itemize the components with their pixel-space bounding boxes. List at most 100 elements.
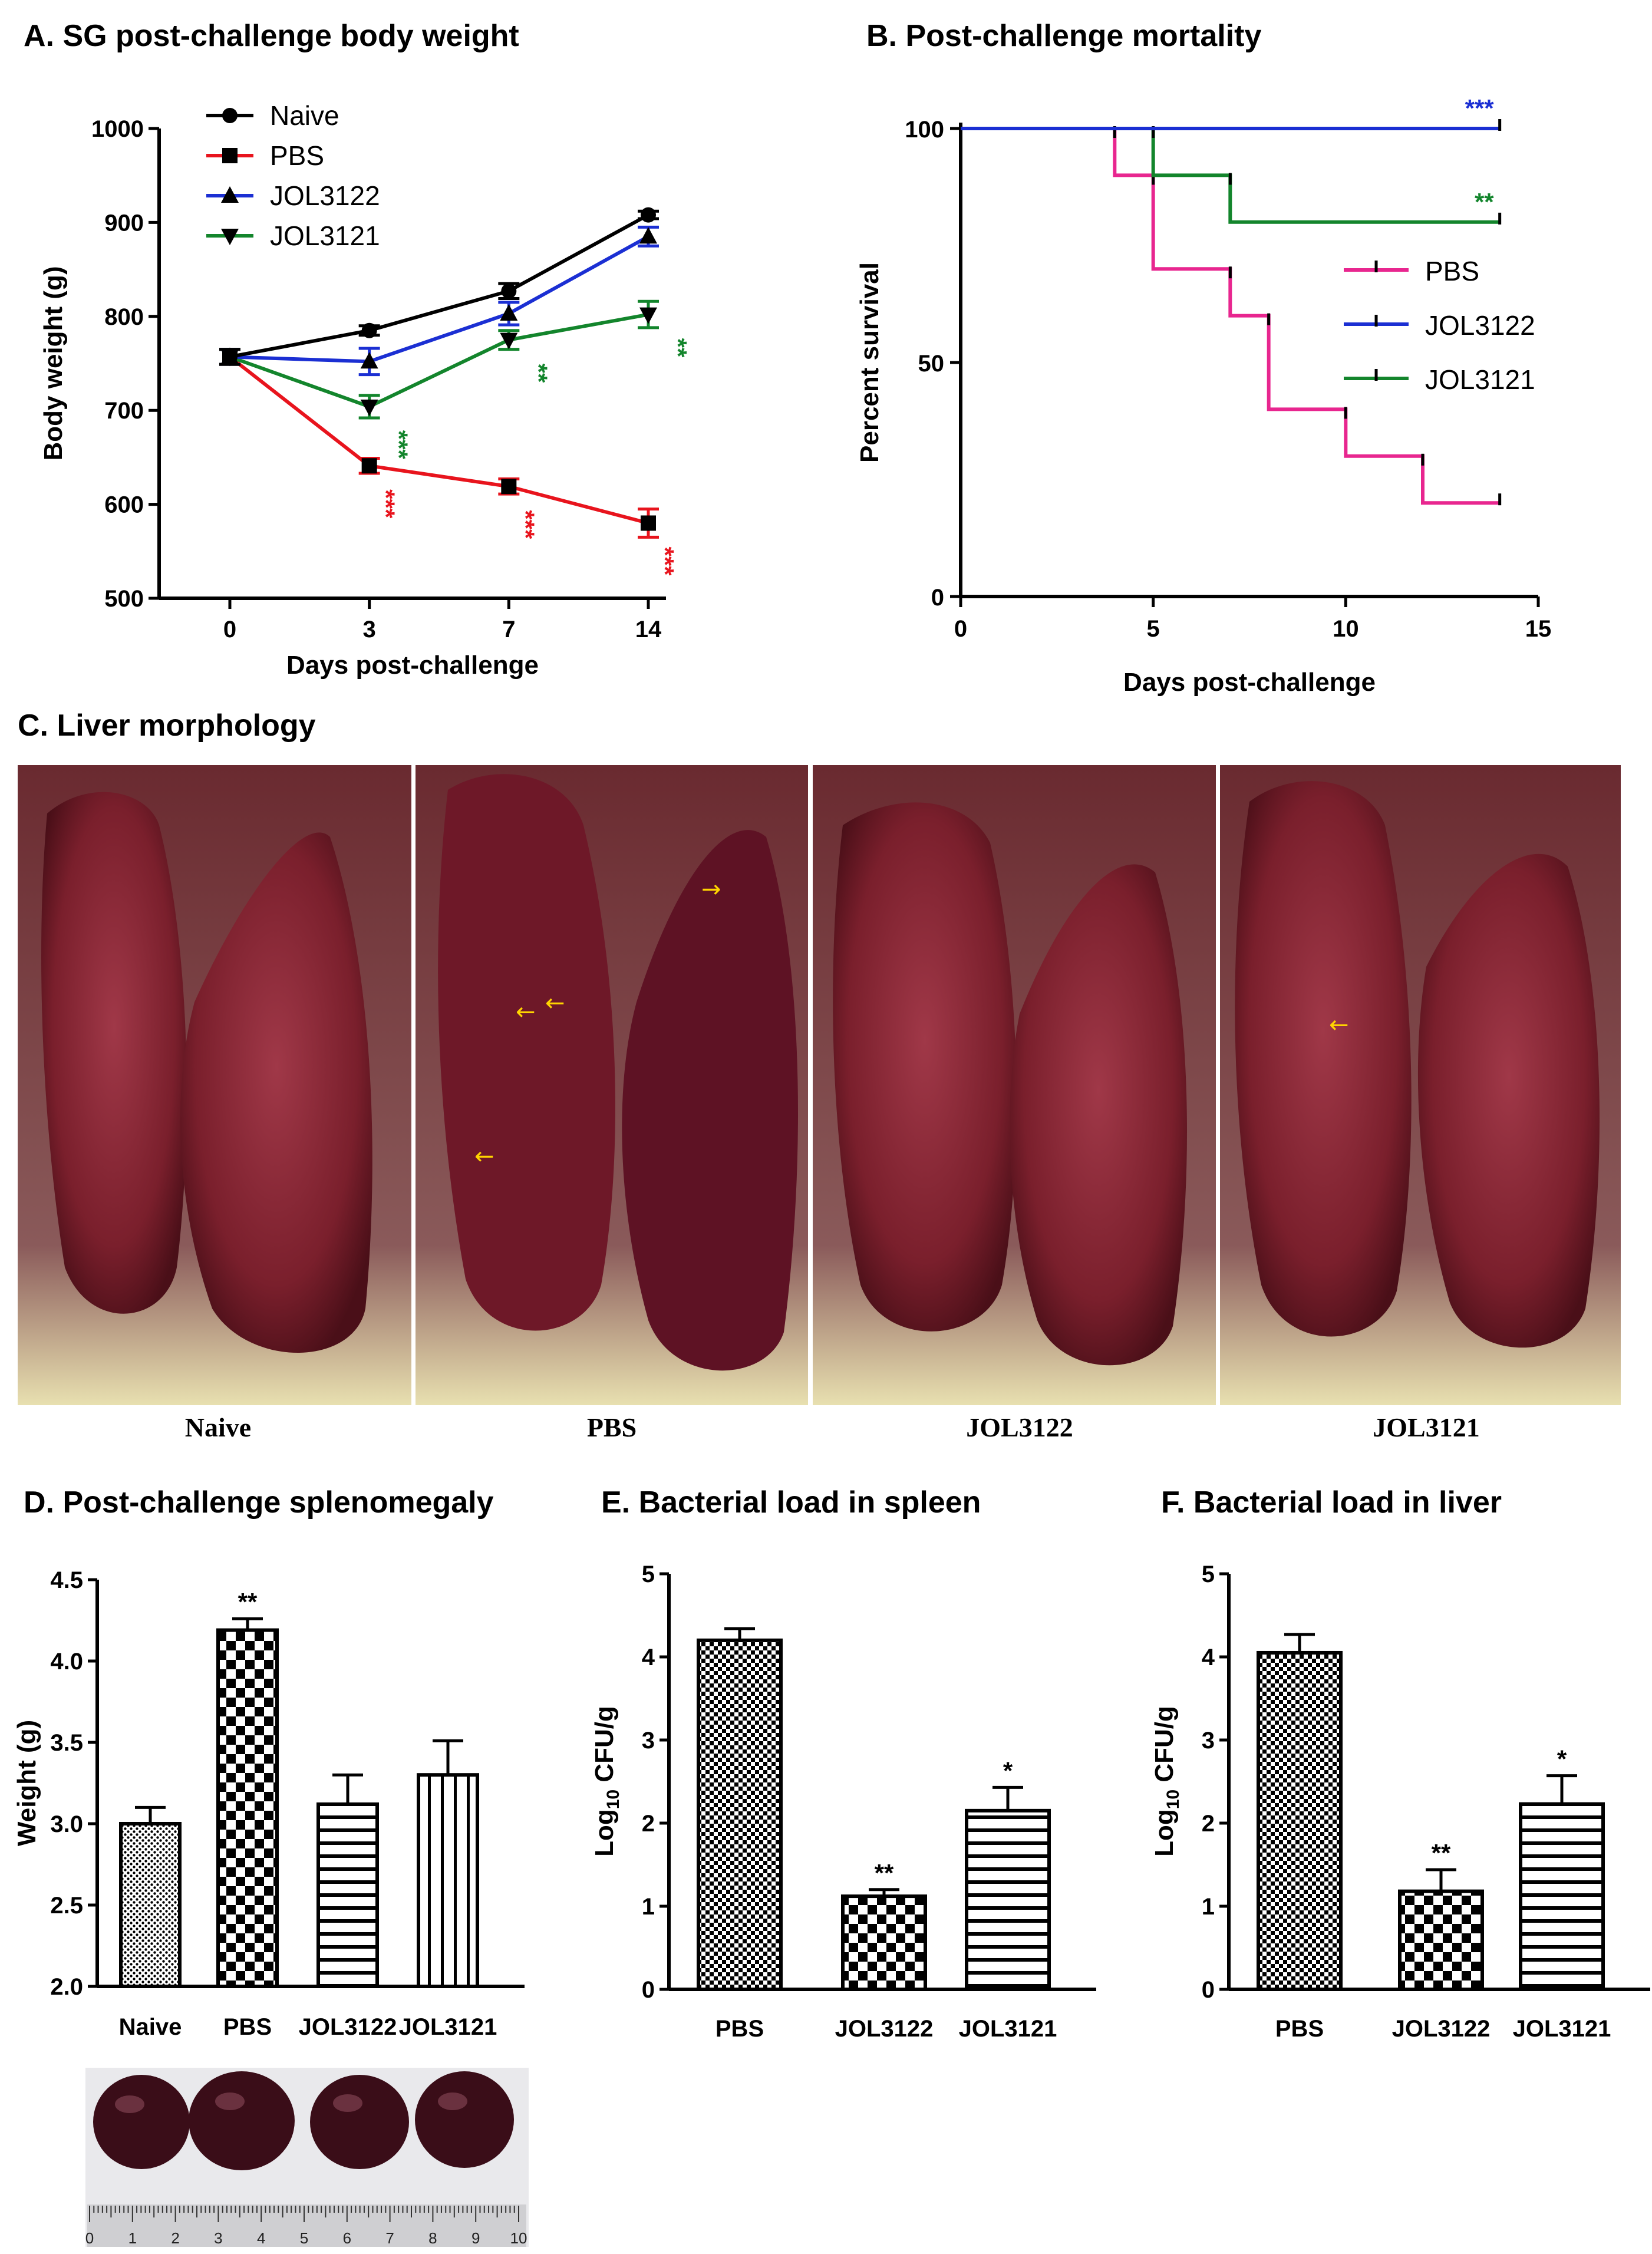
y-tick-label: 2.0: [50, 1974, 83, 2000]
y-tick-label: 800: [104, 304, 144, 330]
series-line-pbs: [229, 355, 649, 525]
data-point-pbs: [641, 515, 656, 531]
significance-mark: **: [525, 364, 552, 383]
x-tick-label: 7: [502, 617, 515, 642]
data-point-jol3121: [360, 399, 378, 416]
arrow-marker: ←: [545, 990, 565, 1017]
y-tick-label: 4.0: [50, 1649, 83, 1675]
y-tick-label: 5: [1202, 1561, 1215, 1587]
data-point-naive: [501, 283, 517, 299]
x-tick-label: 0: [954, 616, 967, 642]
series-line-naive: [229, 213, 649, 359]
x-tick-label: PBS: [223, 2014, 272, 2040]
y-tick-label: 2: [642, 1811, 655, 1837]
x-tick-label: 10: [1333, 616, 1359, 642]
x-tick-label: 15: [1525, 616, 1552, 642]
spleen-specimens: [93, 2071, 514, 2170]
panel-f-title: F. Bacterial load in liver: [1161, 1485, 1502, 1520]
y-tick-label: 600: [104, 492, 144, 518]
x-tick-label: 3: [363, 617, 376, 642]
y-tick-label: 500: [104, 586, 144, 612]
x-tick-label: 14: [635, 617, 662, 642]
bar-jol3122: [1398, 1889, 1484, 1992]
panel-e-title: E. Bacterial load in spleen: [601, 1485, 981, 1520]
legend-label: Naive: [270, 100, 339, 131]
data-point-jol3121: [500, 332, 518, 350]
y-tick-label: 3.0: [50, 1811, 83, 1837]
legend-marker: [222, 148, 238, 163]
panel-c-title: C. Liver morphology: [18, 709, 316, 743]
data-point-naive: [641, 207, 656, 223]
ruler-label: 1: [128, 2229, 137, 2247]
data-point-jol3122: [360, 352, 378, 369]
bar-jol3122: [316, 1802, 379, 1988]
data-point-pbs: [501, 479, 517, 495]
x-tick-label: JOL3121: [959, 2016, 1057, 2042]
liver-label-naive: Naive: [184, 1412, 252, 1442]
y-tick-label: 3: [1202, 1728, 1215, 1754]
ruler-label: 2: [171, 2229, 179, 2247]
y-tick-label: 4: [1202, 1645, 1215, 1670]
ruler-label: 7: [385, 2229, 394, 2247]
y-axis-label: Log10 CFU/g: [590, 1706, 623, 1857]
arrow-marker: ←: [474, 1143, 494, 1170]
y-tick-label: 900: [104, 210, 144, 236]
bar-jol3121: [965, 1808, 1051, 1992]
significance-mark: ***: [651, 546, 679, 576]
significance-mark: **: [1475, 188, 1494, 216]
ruler-label: 10: [510, 2229, 527, 2247]
ruler: 0 1 2 3 4 5 6 7 8 9 10: [85, 2204, 527, 2247]
data-point-pbs: [361, 458, 377, 474]
data-point-naive: [361, 322, 377, 338]
y-tick-label: 4: [642, 1645, 655, 1670]
series-line-jol3122: [229, 235, 649, 364]
liver-label-pbs: PBS: [586, 1412, 637, 1442]
ruler-label: 5: [300, 2229, 308, 2247]
ruler-label: 4: [257, 2229, 265, 2247]
x-tick-label: JOL3121: [399, 2014, 497, 2040]
series-line-jol3121: [229, 312, 649, 409]
liver-photo-pbs: → ← ← ←: [416, 765, 808, 1405]
x-tick-label: JOL3122: [299, 2014, 397, 2040]
ruler-label: 8: [428, 2229, 437, 2247]
y-tick-label: 3: [642, 1728, 655, 1754]
x-tick-label: JOL3121: [1513, 2016, 1611, 2042]
arrow-marker: ←: [1329, 1011, 1349, 1039]
y-tick-label: 2: [1202, 1811, 1215, 1837]
x-tick-label: JOL3122: [835, 2016, 934, 2042]
significance-mark: *: [1003, 1757, 1013, 1784]
legend-marker: [221, 229, 239, 245]
legend-label: PBS: [1425, 256, 1479, 286]
significance-mark: **: [664, 338, 692, 358]
legend-label: PBS: [270, 140, 324, 171]
y-axis-label: Body weight (g): [39, 266, 68, 461]
bar-pbs: [697, 1638, 783, 1992]
significance-mark: **: [238, 1588, 258, 1616]
y-tick-label: 4.5: [50, 1567, 83, 1593]
y-tick-label: 2.5: [50, 1893, 83, 1919]
ruler-label: 9: [471, 2229, 480, 2247]
panel-d-title: D. Post-challenge splenomegaly: [24, 1485, 494, 1520]
panel-b-title: B. Post-challenge mortality: [866, 19, 1261, 53]
ruler-label: 6: [343, 2229, 351, 2247]
legend-marker: [221, 186, 239, 203]
significance-mark: ***: [372, 489, 400, 519]
x-axis-label: Days post-challenge: [1123, 668, 1376, 697]
bar-jol3122: [841, 1894, 927, 1992]
significance-mark: **: [1432, 1839, 1451, 1867]
y-tick-label: 1: [1202, 1894, 1215, 1920]
data-point-jol3122: [639, 227, 657, 244]
data-point-jol3121: [639, 307, 657, 324]
y-axis-label: Percent survival: [855, 262, 884, 463]
legend-marker: [222, 108, 238, 123]
bar-pbs: [1257, 1650, 1343, 1991]
x-tick-label: JOL3122: [1392, 2016, 1491, 2042]
liver-label-jol3121: JOL3121: [1373, 1412, 1480, 1442]
legend-label: JOL3122: [1425, 310, 1535, 341]
y-axis-label: Weight (g): [12, 1720, 41, 1846]
